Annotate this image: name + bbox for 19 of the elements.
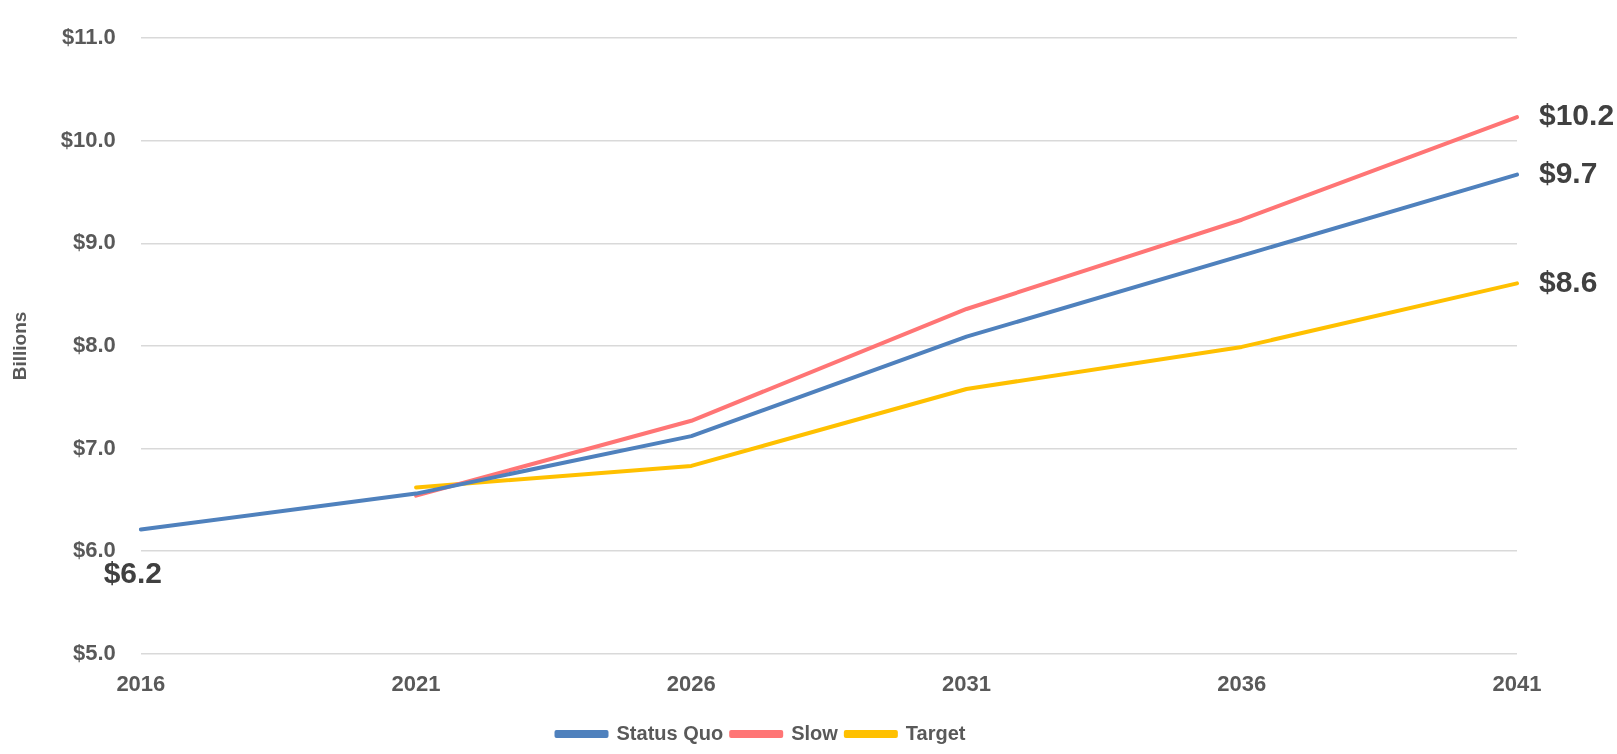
- data-label: $9.7: [1539, 155, 1598, 189]
- y-tick-label: $8.0: [73, 331, 116, 357]
- y-tick-label: $5.0: [73, 639, 116, 665]
- legend-label: Target: [905, 721, 966, 744]
- x-tick-label: 2041: [1492, 670, 1542, 696]
- legend-label: Slow: [791, 721, 839, 744]
- legend-label: Status Quo: [616, 721, 724, 744]
- y-tick-label: $9.0: [73, 229, 116, 255]
- y-tick-label: $11.0: [62, 24, 116, 50]
- data-label: $10.2: [1539, 98, 1615, 132]
- y-tick-label: $7.0: [73, 434, 116, 460]
- x-tick-label: 2031: [942, 670, 992, 696]
- x-tick-label: 2036: [1217, 670, 1267, 696]
- x-tick-label: 2026: [666, 670, 716, 696]
- x-tick-label: 2016: [116, 670, 166, 696]
- data-label: $8.6: [1539, 264, 1598, 298]
- y-axis-title: Billions: [8, 311, 30, 381]
- x-tick-label: 2021: [391, 670, 441, 696]
- y-tick-label: $10.0: [60, 126, 116, 152]
